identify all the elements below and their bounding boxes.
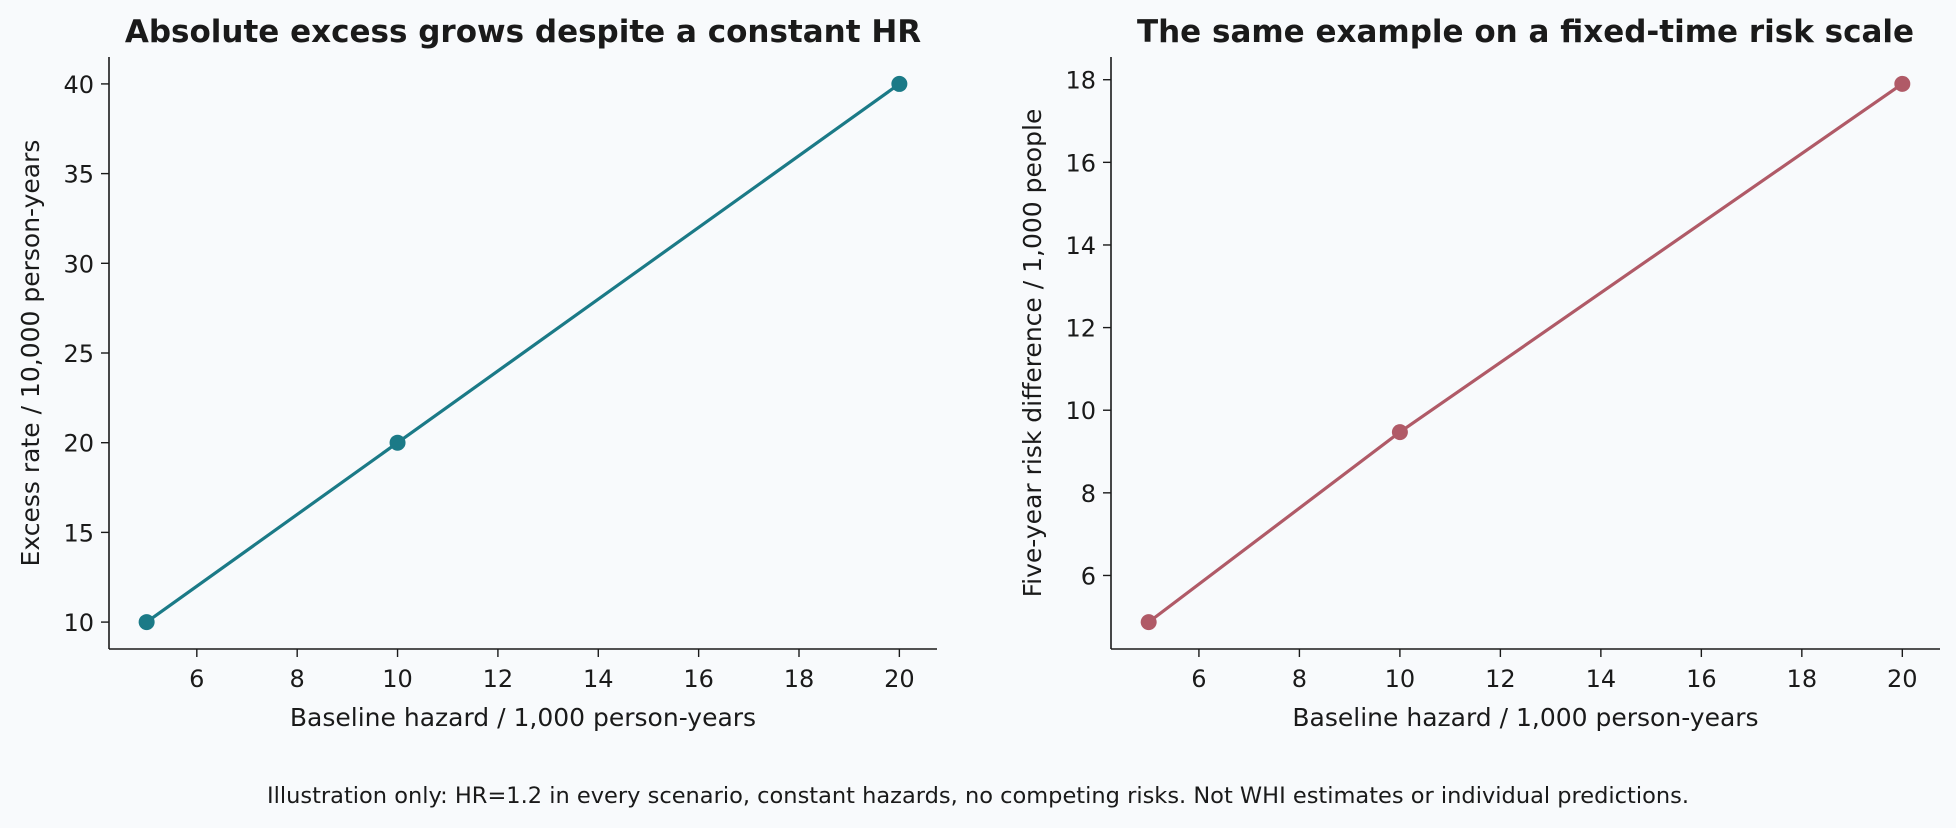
figure-caption: Illustration only: HR=1.2 in every scena… bbox=[267, 783, 1689, 809]
x-tick-label: 6 bbox=[1191, 665, 1206, 693]
x-tick-label: 8 bbox=[1292, 665, 1307, 693]
right-panel-data-point bbox=[1894, 75, 1911, 92]
x-tick-label: 14 bbox=[1586, 665, 1617, 693]
y-tick-label: 12 bbox=[1065, 315, 1096, 343]
x-tick-label: 10 bbox=[1385, 665, 1416, 693]
y-tick-label: 14 bbox=[1065, 232, 1096, 260]
x-tick-label: 16 bbox=[683, 665, 714, 693]
y-tick-label: 18 bbox=[1065, 67, 1096, 95]
x-tick-label: 8 bbox=[290, 665, 305, 693]
left-panel-chart: Absolute excess grows despite a constant… bbox=[16, 14, 937, 732]
x-tick-label: 12 bbox=[483, 665, 514, 693]
left-panel-y-axis-label: Excess rate / 10,000 person-years bbox=[16, 140, 45, 567]
x-tick-label: 16 bbox=[1686, 665, 1717, 693]
y-tick-label: 25 bbox=[63, 340, 94, 368]
x-tick-label: 20 bbox=[884, 665, 915, 693]
left-panel-title: Absolute excess grows despite a constant… bbox=[125, 14, 921, 50]
left-panel-series-line bbox=[145, 82, 901, 624]
y-tick-label: 6 bbox=[1081, 562, 1096, 590]
right-panel-y-axis-label: Five-year risk difference / 1,000 people bbox=[1018, 109, 1047, 598]
y-tick-label: 35 bbox=[63, 161, 94, 189]
y-tick-label: 40 bbox=[63, 71, 94, 99]
y-tick-label: 10 bbox=[1065, 397, 1096, 425]
left-panel-x-axis-label: Baseline hazard / 1,000 person-years bbox=[290, 703, 756, 732]
x-tick-label: 14 bbox=[583, 665, 614, 693]
y-tick-label: 30 bbox=[63, 250, 94, 278]
x-tick-label: 10 bbox=[382, 665, 413, 693]
y-tick-label: 16 bbox=[1065, 149, 1096, 177]
x-tick-label: 6 bbox=[189, 665, 204, 693]
y-tick-label: 20 bbox=[63, 430, 94, 458]
x-tick-label: 12 bbox=[1485, 665, 1516, 693]
x-tick-label: 20 bbox=[1887, 665, 1918, 693]
y-tick-label: 10 bbox=[63, 609, 94, 637]
right-panel-x-axis-label: Baseline hazard / 1,000 person-years bbox=[1292, 703, 1758, 732]
left-panel-data-point bbox=[389, 434, 406, 451]
x-tick-label: 18 bbox=[1787, 665, 1818, 693]
right-panel-title: The same example on a fixed-time risk sc… bbox=[1137, 14, 1914, 50]
right-panel-chart: The same example on a fixed-time risk sc… bbox=[1018, 14, 1940, 732]
right-panel-data-point bbox=[1391, 424, 1408, 441]
left-panel-data-point bbox=[138, 614, 155, 631]
right-panel-series-line bbox=[1147, 82, 1904, 624]
right-panel-data-point bbox=[1140, 614, 1157, 631]
x-tick-label: 18 bbox=[784, 665, 815, 693]
left-panel-data-point bbox=[891, 75, 908, 92]
y-tick-label: 15 bbox=[63, 519, 94, 547]
y-tick-label: 8 bbox=[1081, 480, 1096, 508]
